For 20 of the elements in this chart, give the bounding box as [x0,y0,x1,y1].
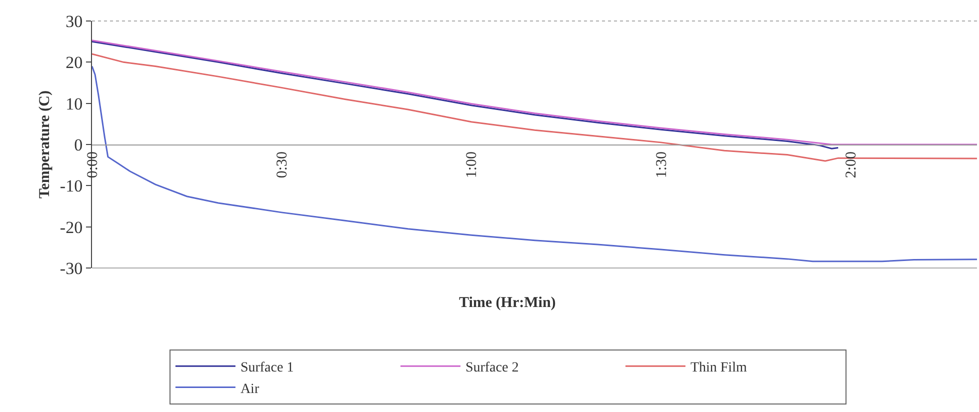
x-axis-title: Time (Hr:Min) [459,295,556,311]
x-tick-label: 0:00 [84,152,101,178]
y-tick-label: 0 [74,135,83,154]
y-tick-label: -20 [60,218,83,237]
legend-label: Thin Film [690,360,747,376]
line-series [92,40,839,150]
y-axis-title: Temperature (C) [37,90,54,198]
x-tick-label: 1:00 [464,152,480,178]
x-tick-label: 2:00 [844,152,860,178]
y-tick-label: 10 [66,94,83,114]
x-tick-label: 1:30 [654,152,670,178]
line-series [92,40,977,146]
y-tick-label: -10 [60,176,83,196]
legend-label: Surface 1 [240,360,294,376]
y-tick-label: 30 [66,12,83,31]
x-tick-label: 0:30 [274,152,291,178]
y-tick-label: -30 [60,258,83,278]
y-tick-label: 20 [66,53,83,72]
legend-label: Air [240,382,260,397]
legend-label: Surface 2 [465,360,519,376]
